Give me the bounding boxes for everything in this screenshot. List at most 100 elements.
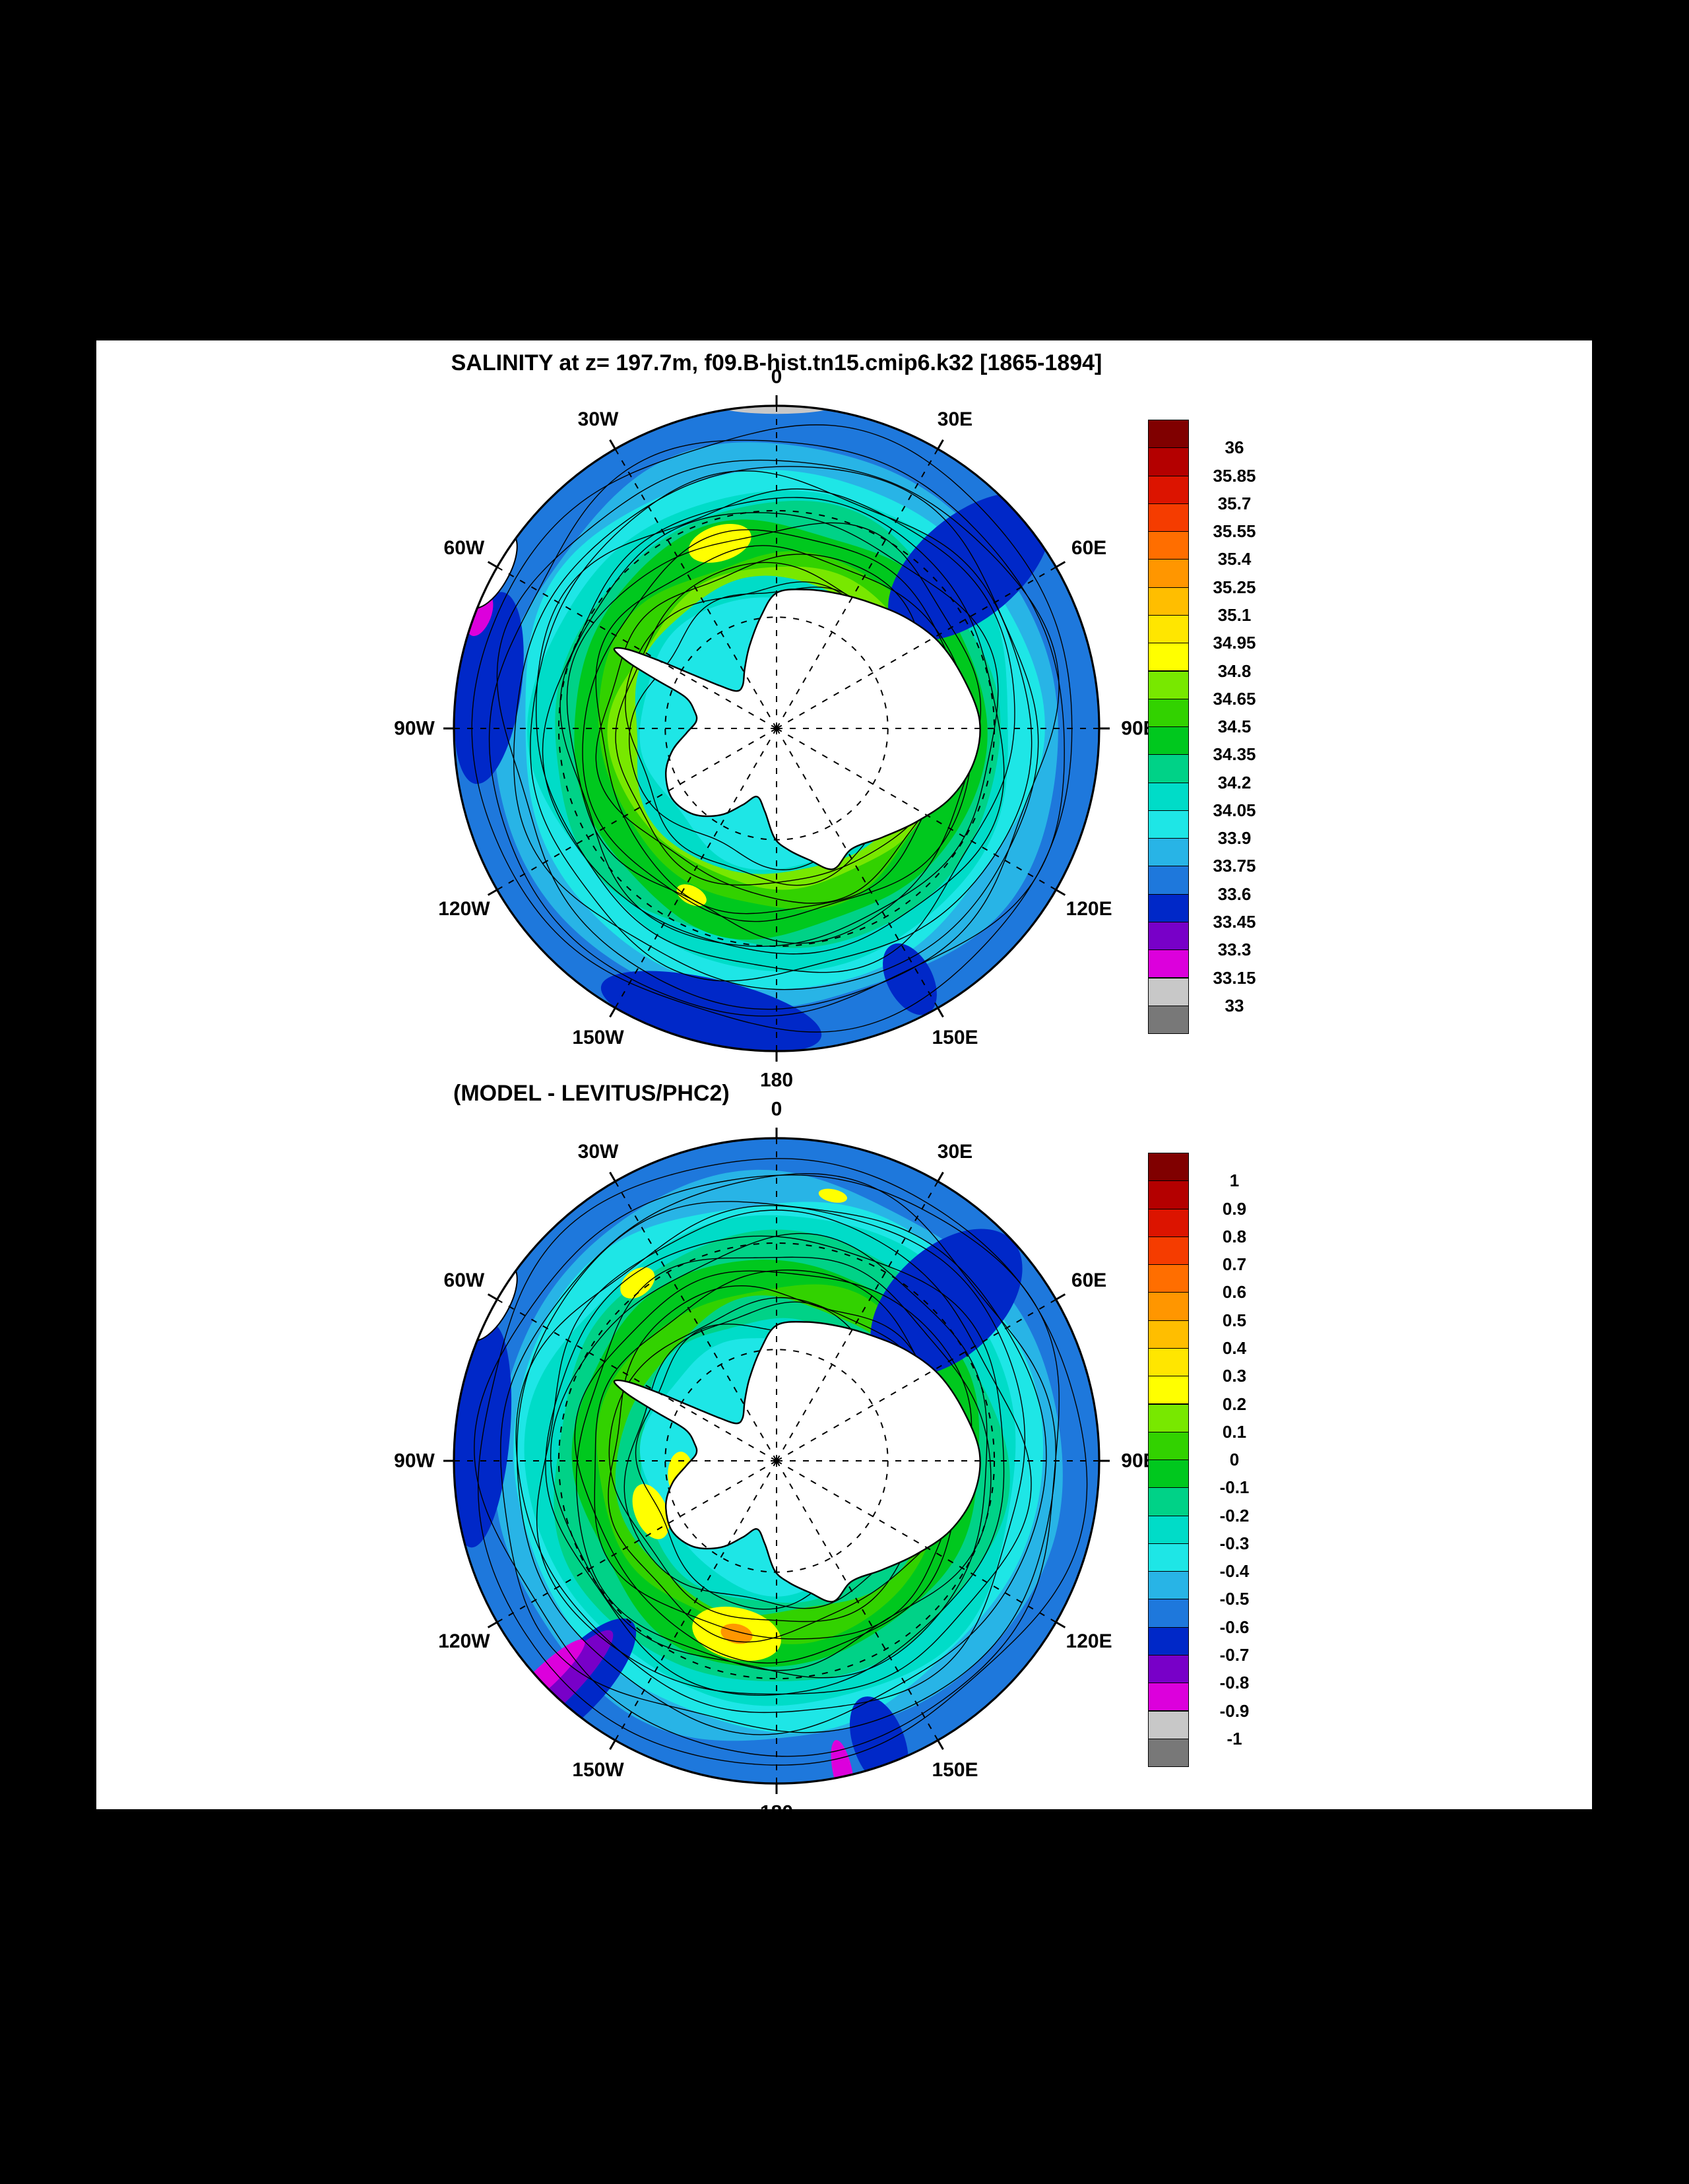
colorbar-cell (1148, 949, 1189, 979)
longitude-tick (937, 439, 944, 450)
colorbar-cell (1148, 893, 1189, 922)
continent-antarctica (613, 1321, 981, 1603)
colorbar-cell (1148, 670, 1189, 699)
longitude-tick (1055, 1293, 1066, 1301)
colorbar-tick-label: 0.6 (1222, 1282, 1247, 1302)
colorbar-tick-label: 33.6 (1217, 883, 1252, 904)
colorbar-cell (1148, 1208, 1189, 1237)
longitude-tick (937, 1007, 944, 1018)
colorbar-tick-label: 35.85 (1213, 465, 1256, 486)
colorbar-cell (1148, 754, 1189, 783)
colorbar-tick-label: 34.95 (1213, 633, 1256, 653)
contour-line (488, 439, 1065, 1017)
longitude-label: 30E (938, 1141, 972, 1163)
longitude-label: 150W (572, 1759, 624, 1781)
longitude-tick (609, 1739, 616, 1750)
longitude-label: 150W (572, 1027, 624, 1048)
longitude-label: 0 (771, 366, 782, 388)
colorbar-tick-label: -0.2 (1219, 1505, 1250, 1526)
colorbar-tick-label: 0.3 (1222, 1366, 1247, 1386)
colorbar-tick-label: 35.1 (1217, 604, 1252, 625)
anomaly-patch (831, 1740, 854, 1783)
colorbar-tick-label: 34.5 (1217, 717, 1252, 736)
longitude-label: 180 (760, 1070, 793, 1091)
colorbar-cell (1148, 810, 1189, 839)
longitude-label: 30W (578, 408, 619, 430)
colorbar-cell (1148, 1236, 1189, 1266)
colorbar-tick-label: -0.7 (1219, 1644, 1250, 1665)
colorbar-cell (1148, 838, 1189, 867)
colorbar-tick-label: 0 (1229, 1450, 1240, 1469)
contour-line (471, 424, 1073, 1033)
colorbar-cell (1148, 1515, 1189, 1544)
map2-title: (MODEL - LEVITUS/PHC2) (453, 1081, 730, 1106)
longitude-label: 120E (1066, 898, 1112, 920)
colorbar-cell (1148, 420, 1189, 449)
longitude-label: 150E (932, 1027, 978, 1048)
colorbar-tick-label: 0.2 (1222, 1394, 1247, 1414)
colorbar-cell (1148, 866, 1189, 895)
colorbar-cell (1148, 1738, 1189, 1767)
colorbar-tick-label: 34.05 (1213, 800, 1256, 820)
longitude-label: 60W (444, 1269, 485, 1291)
longitude-tick (609, 439, 616, 450)
colorbar-tick-label: 33.45 (1213, 911, 1256, 932)
map1-title: SALINITY at z= 197.7m, f09.B-hist.tn15.c… (451, 350, 1102, 375)
colorbar-tick-label: 33.3 (1217, 940, 1252, 960)
colorbar-cell (1148, 921, 1189, 951)
colorbar-cell (1148, 1347, 1189, 1377)
colorbar-tick-label: 0.9 (1222, 1198, 1247, 1219)
colorbar-cell (1148, 1376, 1189, 1405)
colorbar-cell (1148, 1599, 1189, 1628)
colorbar-cell (1148, 1654, 1189, 1684)
colorbar-tick-label: -0.5 (1219, 1589, 1250, 1609)
colorbar-cell (1148, 1683, 1189, 1712)
colorbar-tick-label: 36 (1225, 437, 1244, 458)
colorbar-tick-label: 0.4 (1222, 1337, 1247, 1358)
colorbar-cell (1148, 977, 1189, 1006)
longitude-label: 60E (1071, 1269, 1106, 1291)
longitude-label: 90W (394, 1450, 435, 1472)
colorbar-tick-label: 1 (1229, 1171, 1240, 1191)
map2-colorbar: 1 0.9 0.8 0.7 0.6 0.5 0.4 0.3 0.2 0.1 0 -0.1 -0.2 -0.… (1148, 1153, 1306, 1769)
colorbar-cell (1148, 447, 1189, 476)
colorbar-cell (1148, 1487, 1189, 1516)
longitude-tick (487, 1293, 498, 1301)
colorbar-cell (1148, 614, 1189, 644)
colorbar-tick-label: -0.3 (1219, 1533, 1250, 1553)
colorbar-cell (1148, 643, 1189, 672)
longitude-tick (1055, 889, 1066, 896)
colorbar-cell (1148, 1431, 1189, 1460)
colorbar-cell (1148, 1571, 1189, 1600)
colorbar-tick-label: -0.9 (1219, 1700, 1250, 1721)
colorbar-tick-label: -0.4 (1219, 1561, 1250, 1582)
colorbar-cell (1148, 559, 1189, 588)
colorbar-cell (1148, 587, 1189, 616)
colorbar-tick-label: 33.75 (1213, 856, 1256, 876)
colorbar-cell (1148, 1710, 1189, 1739)
anomaly-patch (883, 943, 937, 1015)
colorbar-cell (1148, 1403, 1189, 1432)
colorbar-tick-label: 34.35 (1213, 744, 1256, 765)
graticule (454, 1138, 1099, 1783)
colorbar-tick-label: 35.25 (1213, 577, 1256, 597)
longitude-tick (937, 1171, 944, 1182)
colorbar-tick-label: 35.7 (1217, 493, 1252, 513)
continent-antarctica (613, 589, 981, 870)
colorbar-tick-label: -0.1 (1219, 1477, 1250, 1498)
colorbar-cell (1148, 1180, 1189, 1209)
map-field (454, 406, 1099, 1051)
colorbar-cell (1148, 1153, 1189, 1182)
anomaly-patch (632, 1484, 670, 1539)
colorbar-tick-label: 35.55 (1213, 521, 1256, 542)
colorbar-tick-label: -1 (1227, 1728, 1242, 1749)
longitude-tick (487, 889, 498, 896)
colorbar-cell (1148, 1292, 1189, 1321)
longitude-label: 30W (578, 1141, 619, 1163)
colorbar-cell (1148, 531, 1189, 560)
graticule (454, 406, 1099, 1051)
longitude-label: 120E (1066, 1630, 1112, 1652)
longitude-tick (487, 1621, 498, 1628)
